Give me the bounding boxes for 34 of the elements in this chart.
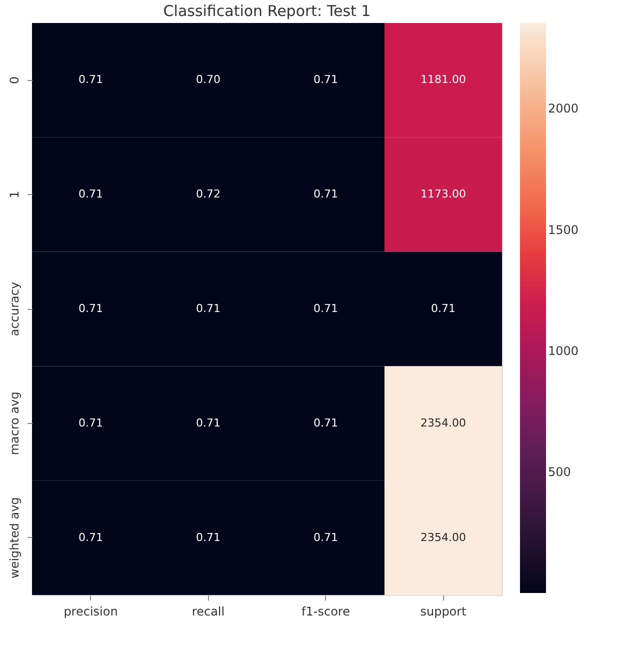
data-label: 0.71 — [431, 302, 456, 315]
data-label: 0.72 — [196, 188, 220, 201]
data-label: 0.71 — [78, 73, 103, 86]
data-label: 2354.00 — [420, 530, 466, 544]
x-tick-label: recall — [192, 604, 225, 618]
chart-title: Classification Report: Test 1 — [163, 2, 371, 20]
data-label: 0.71 — [78, 302, 103, 315]
y-tick-label: macro avg — [8, 392, 22, 456]
color-bar-label: 1000 — [548, 344, 579, 358]
data-label: 0.71 — [314, 416, 338, 430]
data-label: 0.71 — [196, 530, 220, 544]
x-tick-label: f1-score — [302, 604, 350, 618]
color-bar-label: 1500 — [548, 222, 579, 237]
data-label: 0.71 — [314, 530, 338, 544]
data-label: 0.70 — [196, 73, 220, 86]
data-label: 0.71 — [314, 188, 338, 201]
data-label: 0.71 — [196, 302, 220, 315]
x-tick-label: precision — [64, 604, 118, 618]
data-label: 0.71 — [78, 530, 103, 544]
y-tick-label: weighted avg — [8, 497, 22, 578]
data-label: 2354.00 — [420, 416, 466, 430]
x-tick-label: support — [420, 604, 467, 618]
data-label: 1181.00 — [420, 73, 466, 86]
data-label: 0.71 — [78, 416, 103, 430]
data-label: 0.71 — [196, 416, 220, 430]
data-label: 0.71 — [314, 73, 338, 86]
data-label: 0.71 — [78, 188, 103, 201]
data-label: 1173.00 — [420, 188, 466, 201]
y-tick-label: 1 — [8, 190, 22, 198]
y-tick-label: accuracy — [8, 282, 22, 336]
data-label: 0.71 — [314, 302, 338, 315]
y-tick-label: 0 — [8, 76, 22, 84]
color-bar-label: 500 — [548, 465, 571, 480]
color-bar-label: 2000 — [548, 102, 579, 116]
